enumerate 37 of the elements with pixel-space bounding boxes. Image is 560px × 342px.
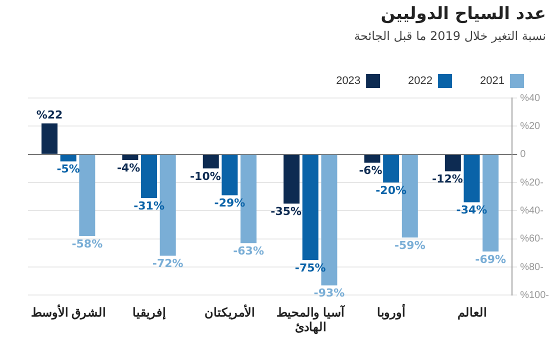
data-label: %22 <box>36 108 63 122</box>
legend-label: 2021 <box>480 75 504 88</box>
y-tick-label: %40 <box>520 92 541 104</box>
y-tick-label: %60- <box>520 234 544 245</box>
x-tick-label: الشرق الأوسط <box>31 304 106 321</box>
data-label: -69% <box>475 252 506 266</box>
y-tick-label: %20 <box>520 120 541 132</box>
data-label: -29% <box>214 196 246 210</box>
data-label: -12% <box>432 172 463 186</box>
data-label: -4% <box>116 161 140 174</box>
data-label: -63% <box>233 244 264 258</box>
x-tick-label: الأمريكتان <box>204 304 255 321</box>
data-label: -59% <box>394 238 426 252</box>
data-label: -93% <box>314 286 345 300</box>
legend-label: 2022 <box>408 75 433 88</box>
data-label: -6% <box>358 164 382 178</box>
data-label: -58% <box>72 237 103 250</box>
data-label: -10% <box>190 170 221 183</box>
y-tick-label: %20- <box>520 177 544 188</box>
y-tick-label: %80- <box>520 262 544 273</box>
data-label: -5% <box>56 162 80 176</box>
chart-title: عدد السياح الدوليين <box>380 4 546 24</box>
x-tick-label: العالم <box>457 306 486 321</box>
y-tick-label: 0 <box>520 149 526 160</box>
data-label: -72% <box>152 257 184 270</box>
y-tick-label: %100- <box>520 290 549 301</box>
x-tick-label: آسيا والمحيط الهادئ <box>276 304 346 336</box>
y-tick-label: %40- <box>520 205 544 216</box>
x-tick-label: أوروبا <box>377 304 406 321</box>
legend-label: 2023 <box>336 75 361 88</box>
data-label: -20% <box>376 184 407 197</box>
chart-subtitle: نسبة التغير خلال 2019 ما قبل الجائحة <box>354 29 546 43</box>
data-label: -34% <box>456 204 488 217</box>
data-label: -35% <box>270 205 302 218</box>
x-tick-label: إفريقيا <box>132 306 166 321</box>
data-label: -31% <box>134 199 164 212</box>
data-label: -75% <box>294 261 326 274</box>
